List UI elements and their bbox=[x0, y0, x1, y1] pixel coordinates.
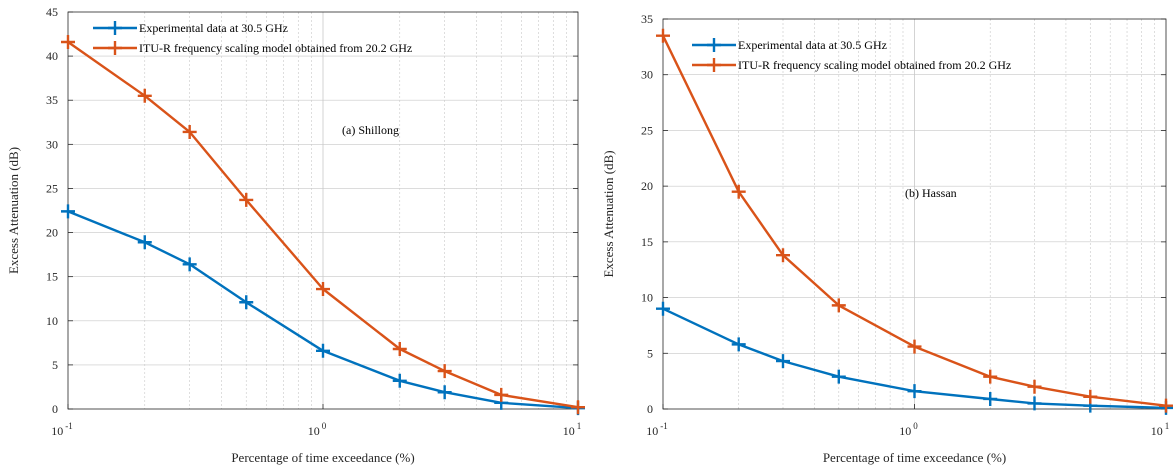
data-point bbox=[1083, 389, 1098, 404]
y-axis-label: Excess Attenuation (dB) bbox=[6, 147, 21, 274]
grid bbox=[663, 19, 1166, 409]
y-tick-label: 0 bbox=[52, 402, 58, 416]
data-point bbox=[1027, 379, 1042, 394]
legend-label: ITU-R frequency scaling model obtained f… bbox=[738, 58, 1011, 72]
data-point bbox=[137, 88, 152, 103]
y-tick-label: 20 bbox=[46, 226, 58, 240]
data-point bbox=[775, 248, 790, 263]
x-tick-label: 10 0 bbox=[899, 421, 918, 438]
data-point bbox=[571, 400, 585, 415]
panel-annotation: (a) Shillong bbox=[342, 123, 399, 137]
data-point bbox=[316, 282, 330, 297]
y-tick-label: 45 bbox=[46, 5, 58, 19]
x-tick-label: 10 -1 bbox=[51, 421, 73, 438]
legend-label: Experimental data at 30.5 GHz bbox=[738, 38, 887, 52]
data-point bbox=[437, 364, 452, 379]
x-axis-label: Percentage of time exceedance (%) bbox=[823, 450, 1006, 465]
legend-label: ITU-R frequency scaling model obtained f… bbox=[139, 41, 412, 55]
data-point bbox=[731, 184, 746, 199]
data-point bbox=[239, 295, 254, 310]
x-axis-label: Percentage of time exceedance (%) bbox=[231, 450, 414, 465]
data-point bbox=[831, 369, 846, 384]
y-tick-label: 30 bbox=[46, 137, 58, 151]
data-point bbox=[656, 28, 670, 43]
data-point bbox=[656, 301, 670, 316]
data-point bbox=[907, 384, 922, 399]
data-point bbox=[831, 298, 846, 313]
y-axis-label: Excess Attenuation (dB) bbox=[601, 150, 616, 277]
data-point bbox=[983, 391, 998, 406]
x-tick-label: 10 1 bbox=[563, 421, 582, 438]
series-1 bbox=[656, 301, 1173, 415]
y-tick-label: 35 bbox=[46, 93, 58, 107]
legend: Experimental data at 30.5 GHz ITU-R frequ… bbox=[692, 38, 1011, 72]
data-point bbox=[182, 257, 197, 272]
data-point bbox=[182, 124, 197, 139]
data-point bbox=[239, 192, 254, 207]
data-point bbox=[1159, 398, 1173, 413]
y-tick-label: 30 bbox=[641, 68, 653, 82]
series-2 bbox=[61, 34, 585, 415]
data-point bbox=[137, 235, 152, 250]
y-tick-label: 40 bbox=[46, 49, 58, 63]
y-tick-label: 20 bbox=[641, 179, 653, 193]
legend-marker bbox=[707, 58, 721, 72]
series-2 bbox=[656, 28, 1173, 413]
data-point bbox=[61, 34, 75, 49]
data-point bbox=[316, 343, 330, 358]
chart-panel-2: 0 5 10 15 20 25 30 35 10 -1 10 0 10 1 Percentage of ti… bbox=[601, 12, 1173, 465]
data-point bbox=[775, 354, 790, 369]
y-tick-label: 0 bbox=[647, 402, 653, 416]
x-tick-label: 10 -1 bbox=[646, 421, 668, 438]
y-tick-label: 35 bbox=[641, 12, 653, 26]
y-tick-label: 10 bbox=[641, 291, 653, 305]
data-point bbox=[1027, 396, 1042, 411]
data-point bbox=[731, 337, 746, 352]
data-point bbox=[494, 387, 509, 402]
data-point bbox=[437, 385, 452, 400]
legend-marker bbox=[707, 38, 721, 52]
y-tick-label: 25 bbox=[641, 123, 653, 137]
y-tick-label: 25 bbox=[46, 181, 58, 195]
grid bbox=[68, 12, 578, 409]
x-tick-label: 10 0 bbox=[308, 421, 327, 438]
data-point bbox=[61, 204, 75, 219]
y-tick-label: 15 bbox=[641, 235, 653, 249]
data-point bbox=[983, 369, 998, 384]
y-tick-label: 5 bbox=[52, 358, 58, 372]
x-tick-label: 10 1 bbox=[1151, 421, 1170, 438]
data-point bbox=[907, 339, 922, 354]
y-tick-label: 5 bbox=[647, 346, 653, 360]
data-point bbox=[392, 373, 407, 388]
y-tick-label: 15 bbox=[46, 270, 58, 284]
legend-marker bbox=[108, 41, 122, 55]
y-tick-label: 10 bbox=[46, 314, 58, 328]
legend-label: Experimental data at 30.5 GHz bbox=[139, 21, 288, 35]
chart-panel-1: 0 5 10 15 20 25 30 35 40 45 10 -1 10 0 10 1 Percentage o… bbox=[6, 5, 585, 465]
legend-marker bbox=[108, 21, 122, 35]
legend: Experimental data at 30.5 GHz ITU-R frequ… bbox=[93, 21, 412, 55]
panel-annotation: (b) Hassan bbox=[905, 186, 957, 200]
data-point bbox=[392, 342, 407, 357]
